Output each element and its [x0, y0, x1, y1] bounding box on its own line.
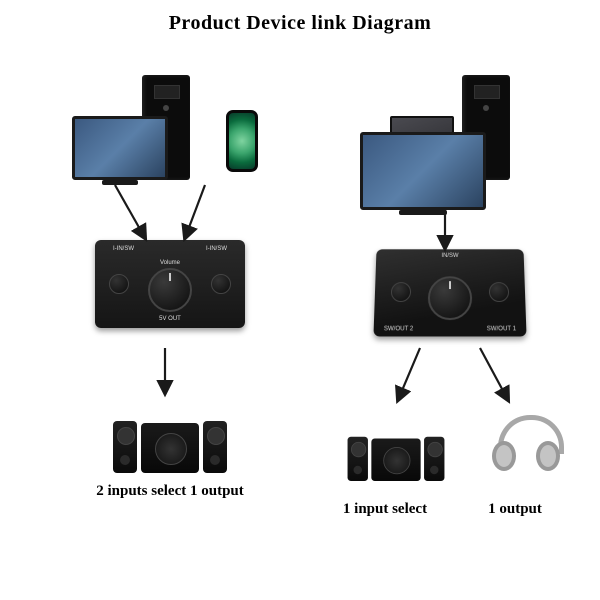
audio-switch-1in2out: IN/SW SW/OUT 2 SW/OUT 1 [373, 249, 526, 336]
audio-switch-2in1out: I-IN/SW I-IN/SW Volume 5V OUT [95, 240, 245, 328]
speakers-icon [347, 405, 444, 482]
volume-knob-icon [428, 276, 473, 320]
headphones-icon [490, 409, 562, 481]
page-title: Product Device link Diagram [0, 0, 600, 35]
phone-icon [226, 110, 258, 172]
tv-icon [360, 132, 486, 210]
input1-knob-icon [109, 274, 129, 294]
tv-icon [72, 116, 168, 180]
out1-knob-icon [489, 282, 509, 302]
left-input-devices [40, 50, 300, 180]
right-caption-right: 1 output [450, 501, 580, 518]
left-caption: 2 inputs select 1 output [40, 483, 300, 500]
left-diagram: I-IN/SW I-IN/SW Volume 5V OUT 2 inputs s… [40, 50, 300, 500]
out2-knob-icon [391, 282, 411, 302]
speakers-icon [40, 383, 300, 473]
right-diagram: IN/SW SW/OUT 2 SW/OUT 1 1 input select 1… [320, 50, 580, 518]
right-caption-left: 1 input select [320, 501, 450, 518]
volume-knob-icon [148, 268, 192, 312]
input2-knob-icon [211, 274, 231, 294]
